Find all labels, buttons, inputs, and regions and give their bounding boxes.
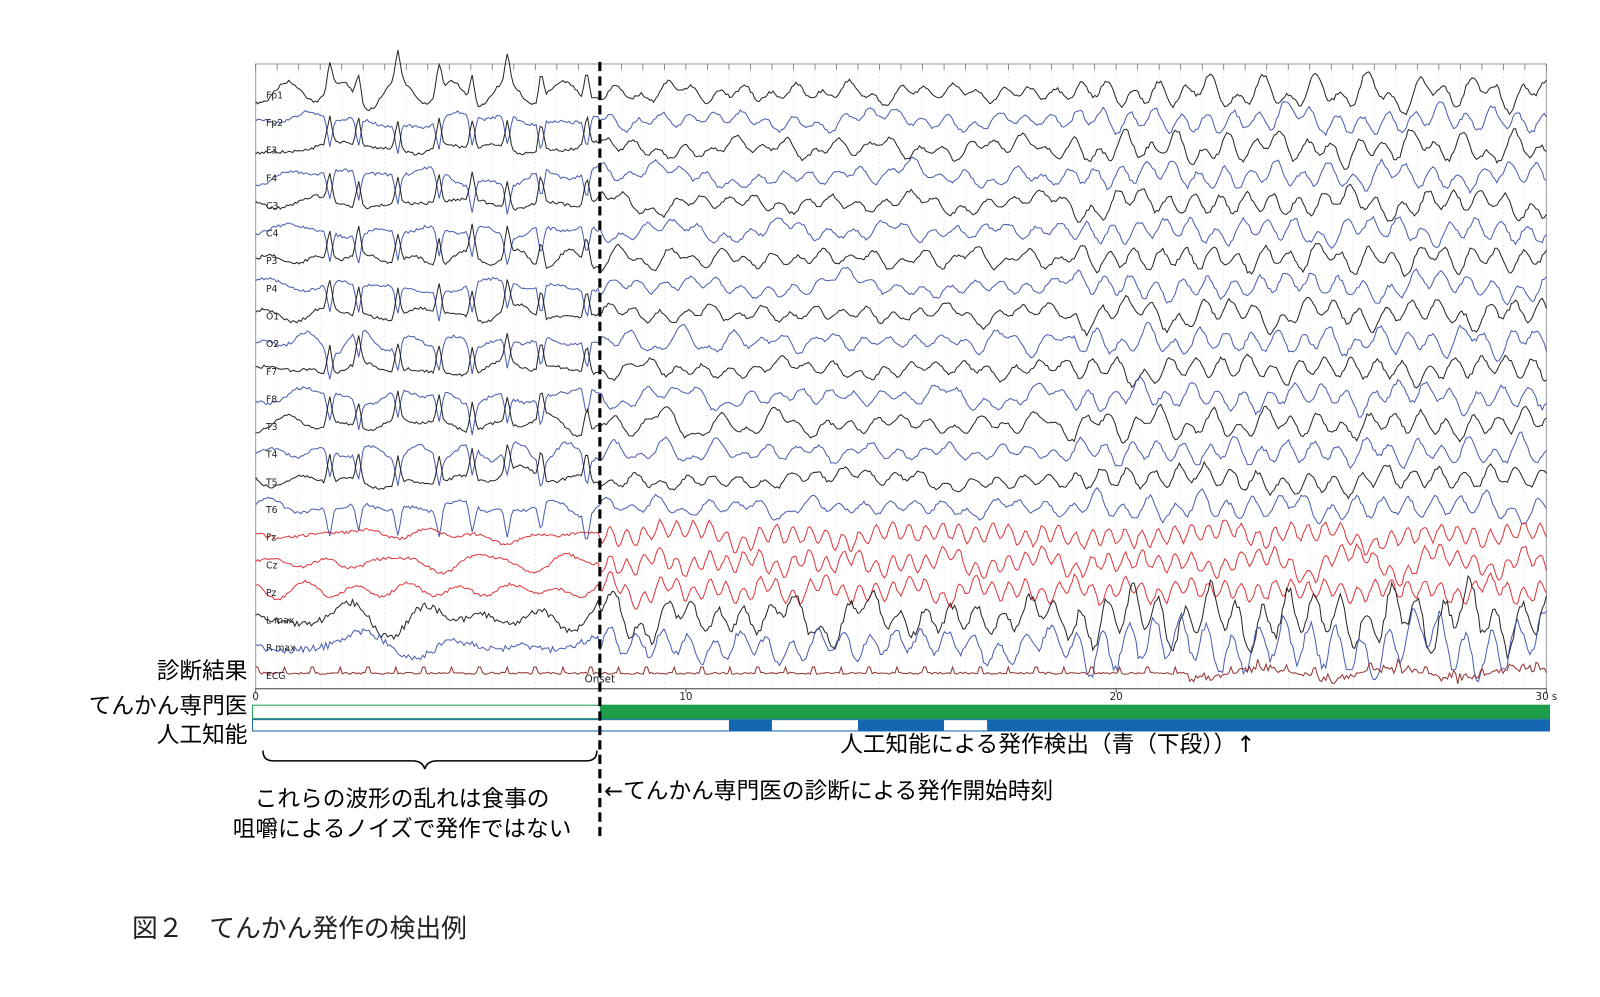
- eeg-trace: [255, 321, 1547, 380]
- channel-label: O1: [266, 312, 279, 323]
- eeg-trace: [255, 215, 1547, 265]
- eeg-trace: [255, 156, 1547, 215]
- detection-bars: [252, 704, 1550, 732]
- eeg-trace: [255, 444, 1547, 500]
- eeg-trace: [255, 171, 1547, 224]
- eeg-trace: [255, 575, 1547, 660]
- eeg-trace: [255, 543, 1547, 587]
- eeg-trace: [255, 333, 1547, 389]
- eeg-traces: [255, 49, 1547, 685]
- channel-label: F4: [266, 173, 277, 184]
- channel-label: Cz: [266, 560, 277, 571]
- channel-label: L max: [266, 616, 295, 627]
- expert-label: てんかん専門医: [89, 694, 248, 720]
- ai-label: 人工知能: [157, 723, 248, 749]
- eeg-trace: [255, 657, 1547, 685]
- x-tick-label: 10: [679, 691, 692, 703]
- channel-labels: Fp1 Fp2 F3 F4 C3 C4 P3 P4 O1 O2 F7 F8 T3 T4 T5 T6 Fz Cz Pz…: [265, 90, 296, 681]
- noise-note: 咀嚼によるノイズで発作ではない: [233, 816, 572, 842]
- channel-label: T6: [265, 505, 278, 516]
- onset-label: Onset: [585, 673, 615, 685]
- eeg-trace: [255, 49, 1547, 116]
- eeg-trace: [255, 279, 1547, 337]
- channel-label: F8: [266, 394, 277, 405]
- eeg-trace: [255, 517, 1547, 556]
- channel-label: T3: [265, 422, 278, 433]
- eeg-trace: [255, 608, 1547, 683]
- noise-note: これらの波形の乱れは食事の: [255, 787, 550, 813]
- channel-label: F7: [266, 367, 277, 378]
- x-tick-label: 30 s: [1536, 691, 1558, 703]
- brace: [262, 750, 598, 770]
- row-header: 診断結果: [157, 659, 248, 685]
- channel-label: T4: [265, 450, 278, 461]
- channel-label: R max: [266, 643, 296, 654]
- channel-label: Fp2: [266, 118, 283, 129]
- channel-label: ECG: [266, 671, 286, 682]
- channel-label: F3: [266, 146, 277, 157]
- channel-label: Fz: [266, 533, 276, 544]
- channel-label: T5: [265, 477, 278, 488]
- caption: 図２ てんかん発作の検出例: [132, 914, 467, 944]
- channel-label: O2: [266, 339, 279, 350]
- eeg-trace: [255, 376, 1547, 436]
- channel-label: Fp1: [266, 90, 283, 101]
- channel-label: Pz: [266, 588, 277, 599]
- ai-seizure: [728, 719, 772, 731]
- x-tick-label: 20: [1110, 691, 1123, 703]
- eeg-trace: [255, 390, 1547, 444]
- ai-seizure: [987, 719, 1550, 731]
- expert-seizure: [599, 705, 1550, 719]
- ai-detection-note: 人工知能による発作検出（青（下段））↑: [840, 732, 1255, 758]
- eeg-trace: [255, 101, 1547, 154]
- eeg-trace: [255, 223, 1547, 278]
- channel-label: P4: [266, 284, 278, 295]
- channel-label: C4: [266, 229, 278, 240]
- eeg-trace: [255, 431, 1547, 487]
- eeg-trace: [255, 266, 1547, 322]
- channel-label: P3: [266, 256, 278, 267]
- x-tick-label: 0: [252, 691, 259, 703]
- expert-onset-note: ←てんかん専門医の診断による発作開始時刻: [604, 778, 1053, 804]
- ai-seizure: [858, 719, 945, 731]
- eeg-trace: [255, 570, 1547, 610]
- eeg-trace: [255, 115, 1547, 170]
- eeg-trace: [255, 486, 1547, 540]
- time-axis: 0 10 20 30 s Onset: [252, 673, 1557, 703]
- channel-label: C3: [266, 201, 278, 212]
